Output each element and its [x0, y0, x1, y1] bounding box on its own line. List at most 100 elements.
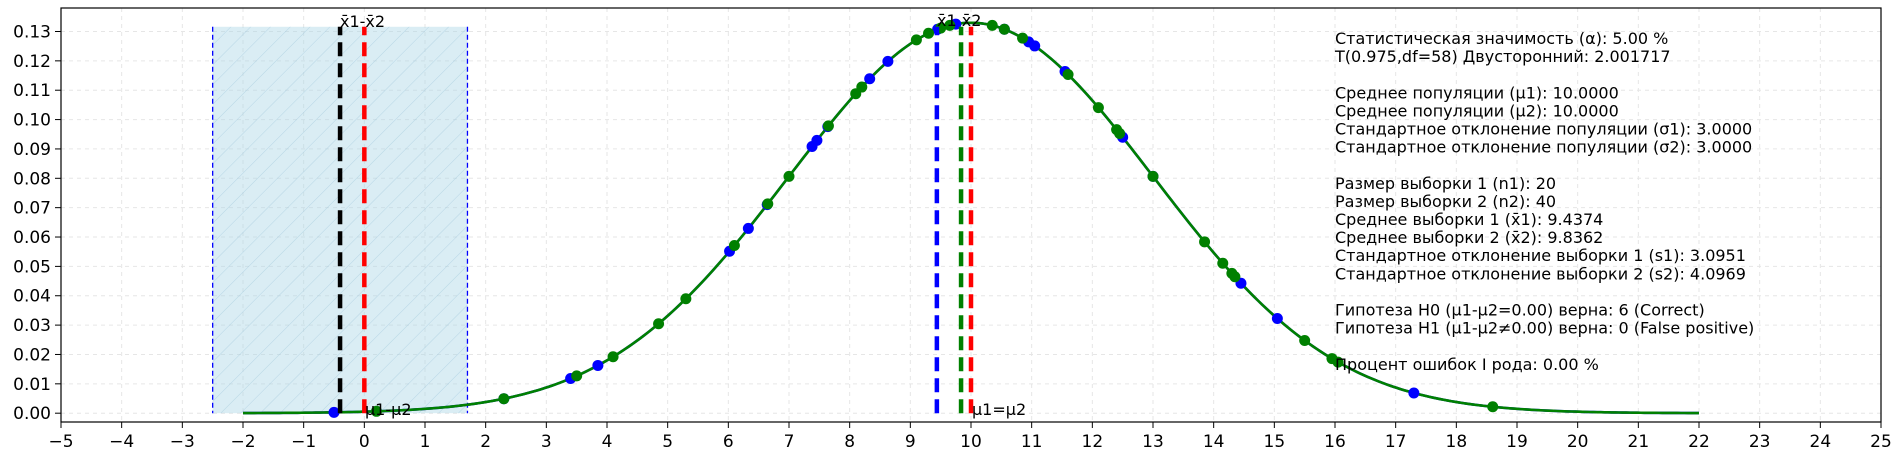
info-panel: Статистическая значимость (α): 5.00 %T(0… [1334, 29, 1754, 374]
sample2-point [822, 120, 834, 132]
sample1-point [592, 359, 604, 371]
x-tick-label: 4 [602, 432, 613, 452]
sample1-point [1408, 387, 1420, 399]
x-tick-label: 5 [662, 432, 673, 452]
sample-points [328, 18, 1499, 418]
x-tick-label: 23 [1749, 432, 1771, 452]
sample2-point [1332, 356, 1344, 368]
sample2-point [728, 239, 740, 251]
info-line: Среднее выборки 2 (x̄2): 9.8362 [1335, 228, 1603, 247]
sample2-point [856, 81, 868, 93]
sample2-point [998, 23, 1010, 35]
sample2-point [1092, 102, 1104, 114]
x-tick-label: −4 [109, 432, 134, 452]
axes: −5 −4 −3 −2 −1 0 1 2 3 4 5 6 7 8 9 10 11 12 13 14 15 16 17 18 19… [13, 22, 1892, 452]
sample2-point [783, 170, 795, 182]
y-tick-label: 0.02 [13, 345, 51, 365]
y-tick-label: 0.08 [13, 169, 51, 189]
sample1-point [1271, 313, 1283, 325]
sample2-point [571, 370, 583, 382]
sample2-point [1017, 32, 1029, 44]
sample2-point [1199, 236, 1211, 248]
info-line: T(0.975,df=58) Двусторонний: 2.001717 [1334, 47, 1671, 66]
sample2-point [498, 393, 510, 405]
x-tick-label: 8 [844, 432, 855, 452]
x-tick-label: 7 [784, 432, 795, 452]
info-line: Статистическая значимость (α): 5.00 % [1335, 29, 1668, 48]
x-tick-label: 25 [1870, 432, 1892, 452]
y-tick-label: 0.00 [13, 404, 51, 424]
x-tick-label: 16 [1324, 432, 1346, 452]
sample2-point [607, 351, 619, 363]
y-tick-label: 0.11 [13, 81, 51, 101]
y-tick-label: 0.04 [13, 287, 51, 307]
y-tick-label: 0.09 [13, 140, 51, 160]
y-tick-label: 0.05 [13, 257, 51, 277]
sample2-point [1229, 271, 1241, 283]
x-tick-label: −2 [230, 432, 255, 452]
sample2-point [680, 293, 692, 305]
x-tick-label: 24 [1810, 432, 1832, 452]
info-line: Размер выборки 2 (n2): 40 [1335, 192, 1556, 211]
info-line: Стандартное отклонение популяции (σ2): 3… [1335, 138, 1752, 157]
reference-lines [337, 26, 974, 414]
info-line: Стандартное отклонение выборки 1 (s1): 3… [1335, 246, 1746, 265]
x-tick-label: 11 [1021, 432, 1043, 452]
y-tick-label: 0.13 [13, 22, 51, 42]
sample2-point [370, 405, 382, 417]
density-curves [242, 21, 1700, 415]
sample2-density-curve [242, 21, 1700, 415]
info-line: Стандартное отклонение выборки 2 (s2): 4… [1335, 264, 1746, 283]
x-tick-label: 10 [960, 432, 982, 452]
sample2-point [1114, 127, 1126, 139]
sample2-point [1299, 334, 1311, 346]
sample2-point [1062, 69, 1074, 81]
x-tick-label: −1 [291, 432, 316, 452]
y-tick-label: 0.10 [13, 111, 51, 131]
means-top-label: x̄1 x̄2 [937, 11, 981, 30]
sample2-point [986, 19, 998, 31]
info-line: Среднее популяции (μ2): 10.0000 [1335, 101, 1619, 120]
y-tick-label: 0.03 [13, 316, 51, 336]
info-line: Процент ошибок I рода: 0.00 % [1335, 355, 1599, 374]
x-tick-label: 14 [1203, 432, 1225, 452]
x-tick-label: −3 [170, 432, 195, 452]
sample1-point [1029, 40, 1041, 52]
y-tick-label: 0.06 [13, 228, 51, 248]
x-tick-label: 9 [905, 432, 916, 452]
sample2-point [923, 27, 935, 39]
sample1-point [328, 406, 340, 418]
diff-bottom-label: μ1-μ2 [365, 400, 412, 419]
sample2-point [653, 318, 665, 330]
info-line: Гипотеза H1 (μ1-μ2≠0.00) верна: 0 (False… [1335, 319, 1754, 338]
x-tick-label: −5 [48, 432, 73, 452]
y-tick-label: 0.01 [13, 375, 51, 395]
x-tick-label: 2 [480, 432, 491, 452]
x-tick-label: 3 [541, 432, 552, 452]
means-bottom-label: μ1=μ2 [972, 400, 1026, 419]
info-line: Среднее выборки 1 (x̄1): 9.4374 [1335, 210, 1603, 229]
diff-top-label: x̄1-x̄2 [340, 12, 385, 31]
x-tick-label: 22 [1688, 432, 1710, 452]
x-tick-label: 1 [420, 432, 431, 452]
y-tick-label: 0.12 [13, 52, 51, 72]
x-tick-label: 18 [1446, 432, 1468, 452]
x-tick-label: 0 [359, 432, 370, 452]
info-line: Гипотеза H0 (μ1-μ2=0.00) верна: 6 (Corre… [1335, 301, 1705, 320]
x-tick-label: 17 [1385, 432, 1407, 452]
sample1-point [882, 55, 894, 67]
sample2-point [944, 19, 956, 31]
info-line: Стандартное отклонение популяции (σ1): 3… [1335, 120, 1752, 139]
y-tick-label: 0.07 [13, 199, 51, 219]
sample1-point [742, 222, 754, 234]
info-line: Среднее популяции (μ1): 10.0000 [1335, 83, 1619, 102]
x-tick-label: 13 [1142, 432, 1164, 452]
sample1-point [811, 134, 823, 146]
sample2-point [762, 198, 774, 210]
sample1-point [864, 73, 876, 85]
sample2-point [1147, 170, 1159, 182]
x-tick-label: 12 [1082, 432, 1104, 452]
sample2-point [1217, 257, 1229, 269]
x-tick-label: 15 [1264, 432, 1286, 452]
